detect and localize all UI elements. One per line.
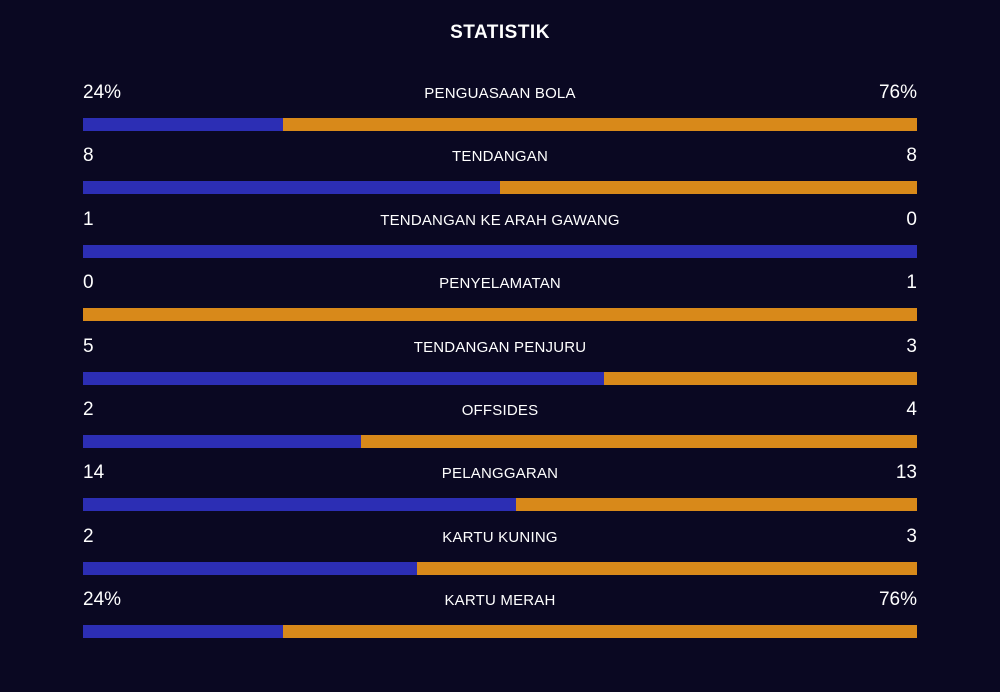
stat-bar <box>83 244 917 258</box>
stat-row: 1 TENDANGAN KE ARAH GAWANG 0 <box>83 207 917 270</box>
stat-row: 14 PELANGGARAN 13 <box>83 460 917 523</box>
stats-list: 24% PENGUASAAN BOLA 76% 8 TENDANGAN 8 1 TENDANG… <box>83 80 917 651</box>
away-value: 4 <box>906 398 917 420</box>
home-value: 2 <box>83 398 94 420</box>
home-value: 24% <box>83 82 122 103</box>
stat-row: 0 PENYELAMATAN 1 <box>83 270 917 333</box>
away-bar-segment <box>360 434 917 448</box>
stat-label: TENDANGAN PENJURU <box>413 338 587 356</box>
away-bar-segment <box>83 308 917 322</box>
stat-values: 8 TENDANGAN 8 <box>83 143 917 171</box>
stat-label: KARTU MERAH <box>444 592 556 610</box>
away-bar-segment <box>283 118 917 131</box>
stat-label: PENYELAMATAN <box>439 275 561 293</box>
stat-label: TENDANGAN <box>452 148 548 166</box>
stat-values: 1 TENDANGAN KE ARAH GAWANG 0 <box>83 207 917 235</box>
stat-label: KARTU KUNING <box>442 528 558 546</box>
stat-bar <box>83 118 917 131</box>
stat-bar <box>83 181 917 195</box>
home-bar-segment <box>83 561 417 575</box>
stat-row: 2 KARTU KUNING 3 <box>83 524 917 587</box>
stat-label: OFFSIDES <box>461 401 539 419</box>
home-value: 24% <box>83 589 122 611</box>
away-value: 0 <box>906 208 917 230</box>
stat-values: 2 KARTU KUNING 3 <box>83 524 917 552</box>
away-bar-segment <box>604 371 917 385</box>
home-value: 0 <box>83 272 94 294</box>
stats-title: STATISTIK <box>450 22 550 43</box>
stat-row: 24% KARTU MERAH 76% <box>83 587 917 650</box>
stat-bar <box>83 561 917 575</box>
stat-bar <box>83 498 917 512</box>
stat-bar <box>83 434 917 448</box>
away-value: 76% <box>878 82 917 103</box>
home-value: 2 <box>83 525 94 547</box>
stat-row: 5 TENDANGAN PENJURU 3 <box>83 334 917 397</box>
home-value: 1 <box>83 208 94 230</box>
home-bar-segment <box>83 625 284 639</box>
stat-label: PENGUASAAN BOLA <box>424 85 576 102</box>
home-bar-segment <box>83 118 284 131</box>
away-bar-segment <box>515 498 917 512</box>
away-value: 13 <box>895 462 917 484</box>
stat-values: 24% KARTU MERAH 76% <box>83 587 917 615</box>
away-bar-segment <box>283 625 917 639</box>
home-value: 5 <box>83 335 94 357</box>
away-bar-segment <box>416 561 917 575</box>
stat-values: 24% PENGUASAAN BOLA 76% <box>83 80 917 108</box>
stat-values: 2 OFFSIDES 4 <box>83 397 917 425</box>
home-bar-segment <box>83 371 605 385</box>
away-value: 3 <box>906 525 917 547</box>
stat-bar <box>83 371 917 385</box>
home-value: 8 <box>83 145 94 167</box>
home-bar-segment <box>83 244 917 258</box>
away-value: 76% <box>878 589 917 611</box>
stat-label: TENDANGAN KE ARAH GAWANG <box>380 211 620 229</box>
stat-row: 24% PENGUASAAN BOLA 76% <box>83 80 917 143</box>
stat-values: 5 TENDANGAN PENJURU 3 <box>83 334 917 362</box>
stat-values: 0 PENYELAMATAN 1 <box>83 270 917 298</box>
stat-bar <box>83 625 917 639</box>
stat-values: 14 PELANGGARAN 13 <box>83 460 917 488</box>
home-bar-segment <box>83 181 500 195</box>
stat-bar <box>83 308 917 322</box>
away-bar-segment <box>500 181 917 195</box>
stat-label: PELANGGARAN <box>441 465 559 483</box>
home-bar-segment <box>83 498 516 512</box>
away-value: 3 <box>906 335 917 357</box>
stat-row: 8 TENDANGAN 8 <box>83 143 917 206</box>
home-bar-segment <box>83 434 361 448</box>
away-value: 1 <box>906 272 917 294</box>
stat-row: 2 OFFSIDES 4 <box>83 397 917 460</box>
away-value: 8 <box>906 145 917 167</box>
home-value: 14 <box>83 462 105 484</box>
